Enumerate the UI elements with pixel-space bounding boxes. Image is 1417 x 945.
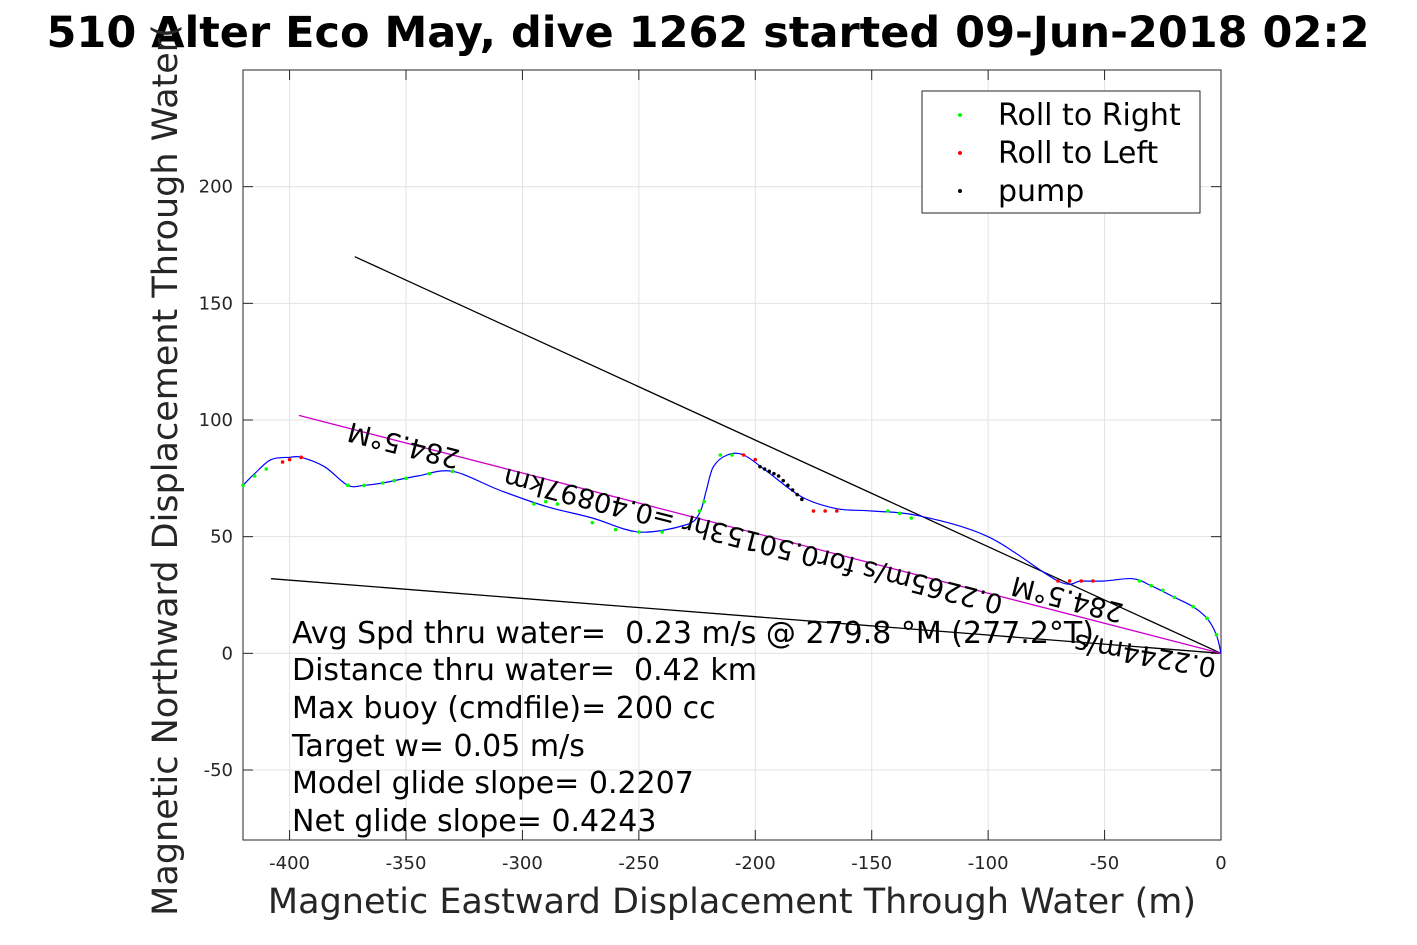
roll-right-point xyxy=(1137,579,1142,583)
roll-right-point xyxy=(718,453,723,457)
stats-block: Avg Spd thru water= 0.23 m/s @ 279.8 °M … xyxy=(291,616,1094,839)
roll-right-point xyxy=(543,499,548,504)
plot-frame xyxy=(242,69,1222,841)
roll-points xyxy=(241,453,1219,637)
y-tick-label: 100 xyxy=(199,410,233,431)
roll-right-point xyxy=(637,530,641,534)
roll-right-point xyxy=(1191,604,1195,609)
legend-label-roll-right: Roll to Right xyxy=(998,98,1181,133)
y-tick-label: -50 xyxy=(204,760,233,781)
x-tick-label: -250 xyxy=(618,853,659,874)
pump-point xyxy=(762,467,767,471)
roll-right-point xyxy=(380,481,385,485)
y-tick-label: 150 xyxy=(199,293,233,314)
x-axis-label: Magnetic Eastward Displacement Through W… xyxy=(268,882,1196,922)
roll-left-point xyxy=(741,453,746,457)
legend-marker-roll-left xyxy=(958,151,962,155)
roll-right-point xyxy=(1214,632,1219,637)
roll-right-point xyxy=(427,471,432,476)
roll-left-point xyxy=(1067,579,1072,583)
stats-line-1: Avg Spd thru water= 0.23 m/s @ 279.8 °M … xyxy=(292,616,1094,651)
roll-right-point xyxy=(1149,583,1153,588)
y-tick-labels: -50 0 50 100 150 200 xyxy=(199,177,233,781)
pump-point xyxy=(772,471,776,476)
roll-right-point xyxy=(345,483,350,488)
roll-right-point xyxy=(1205,616,1209,621)
roll-left-point xyxy=(287,457,292,462)
roll-right-point xyxy=(702,499,706,504)
roll-right-point xyxy=(264,467,269,471)
roll-left-point xyxy=(1056,579,1060,583)
x-tick-labels: -400 -350 -300 -250 -200 -150 -100 -50 0 xyxy=(269,853,1227,874)
y-axis-label: Magnetic Northward Displacement Through … xyxy=(146,24,186,916)
reference-lines xyxy=(270,256,1222,654)
roll-right-point xyxy=(909,516,914,520)
roll-left-point xyxy=(1091,579,1095,583)
roll-right-point xyxy=(532,502,536,506)
roll-left-point xyxy=(834,509,839,513)
roll-right-point xyxy=(697,509,702,513)
stats-line-2: Distance thru water= 0.42 km xyxy=(292,653,757,688)
stats-line-6: Net glide slope= 0.4243 xyxy=(292,804,656,839)
x-tick-label: 0 xyxy=(1215,853,1226,874)
legend-label-roll-left: Roll to Left xyxy=(998,136,1158,171)
chart-title: 510 Alter Eco May, dive 1262 started 09-… xyxy=(46,8,1369,58)
x-tick-label: -200 xyxy=(735,853,776,874)
roll-right-point xyxy=(252,474,257,478)
pump-point xyxy=(795,492,799,497)
pump-point xyxy=(781,478,786,483)
stats-line-4: Target w= 0.05 m/s xyxy=(291,729,585,764)
y-tick-label: 200 xyxy=(199,177,233,198)
reference-line-2 xyxy=(270,578,1222,654)
x-tick-label: -300 xyxy=(502,853,543,874)
legend-box xyxy=(921,90,1201,214)
roll-right-point xyxy=(450,469,455,474)
roll-right-point xyxy=(362,483,366,488)
legend-marker-pump xyxy=(958,189,962,193)
roll-right-point xyxy=(886,509,890,513)
legend-label-pump: pump xyxy=(998,174,1084,209)
roll-right-point xyxy=(730,453,734,457)
x-tick-label: -50 xyxy=(1090,853,1119,874)
roll-right-point xyxy=(241,483,245,488)
legend: Roll to Right Roll to Left pump xyxy=(921,90,1201,214)
roll-right-point xyxy=(404,476,408,481)
x-tick-label: -400 xyxy=(269,853,310,874)
stats-line-3: Max buoy (cmdfile)= 200 cc xyxy=(292,691,716,726)
x-tick-label: -150 xyxy=(851,853,892,874)
roll-right-point xyxy=(392,478,397,483)
pump-point xyxy=(790,488,795,492)
roll-left-point xyxy=(299,455,304,460)
pump-point xyxy=(758,464,762,469)
x-tick-label: -100 xyxy=(968,853,1009,874)
roll-left-point xyxy=(823,509,827,513)
roll-left-point xyxy=(811,509,816,513)
y-tick-label: 50 xyxy=(210,527,233,548)
pump-point xyxy=(767,469,772,474)
reference-line-3 xyxy=(298,414,1222,654)
roll-right-point xyxy=(1172,595,1177,600)
pump-point xyxy=(786,483,790,488)
roll-right-point xyxy=(555,502,560,506)
roll-right-point xyxy=(897,511,902,516)
roll-right-point xyxy=(590,520,595,525)
roll-left-point xyxy=(753,457,758,462)
legend-marker-roll-right xyxy=(958,113,962,117)
pump-point xyxy=(800,497,804,502)
roll-left-point xyxy=(1079,579,1084,583)
stats-line-5: Model glide slope= 0.2207 xyxy=(292,766,694,801)
pump-point xyxy=(776,474,781,478)
reference-line-1 xyxy=(354,256,1222,654)
roll-left-point xyxy=(280,460,285,464)
roll-right-point xyxy=(613,527,618,532)
x-tick-label: -350 xyxy=(386,853,427,874)
roll-right-point xyxy=(660,530,664,534)
roll-right-point xyxy=(1160,588,1165,593)
y-tick-label: 0 xyxy=(222,643,233,664)
